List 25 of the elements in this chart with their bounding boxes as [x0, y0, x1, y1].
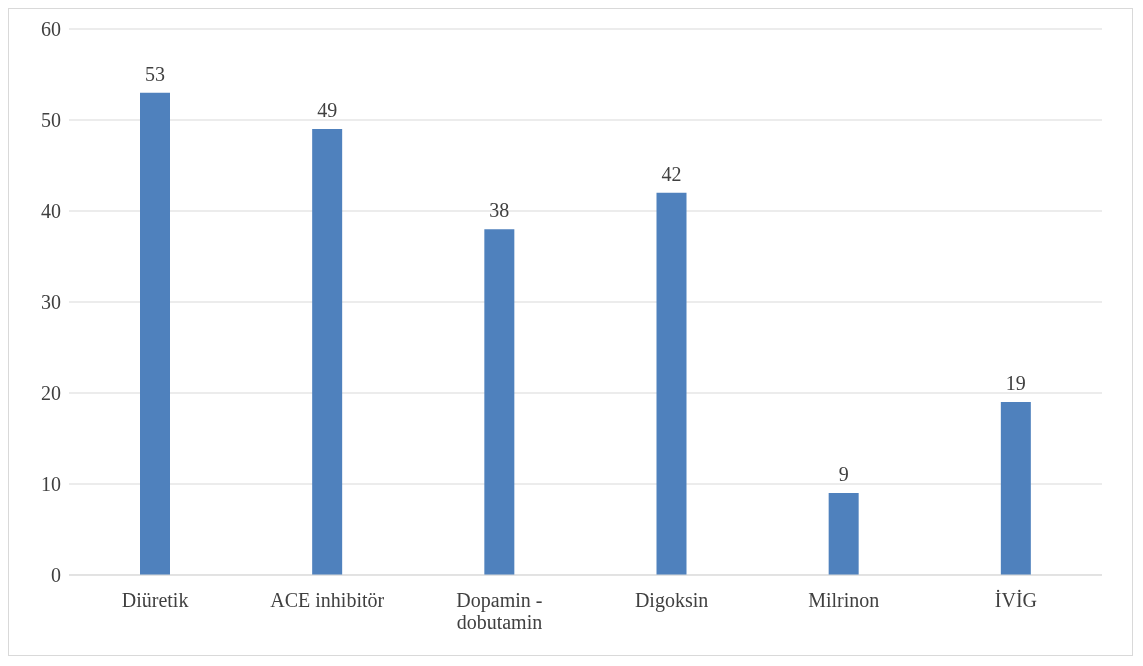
data-label: 9 — [838, 463, 849, 486]
y-tick-label: 10 — [41, 473, 61, 496]
y-tick-label: 40 — [41, 200, 61, 223]
y-tick-label: 20 — [41, 382, 61, 405]
bar — [140, 92, 170, 575]
x-tick-label: Dopamin - dobutamin — [456, 589, 543, 633]
x-tick-label: Milrinon — [808, 589, 880, 611]
data-label: 19 — [1005, 372, 1026, 395]
data-label: 53 — [145, 62, 165, 85]
x-tick-label: İVİG — [994, 589, 1038, 611]
y-tick-label: 50 — [41, 109, 61, 132]
x-tick-label: Diüretik — [121, 589, 189, 611]
bar — [1000, 402, 1031, 575]
bar — [656, 192, 687, 575]
x-tick-label: Digoksin — [634, 589, 709, 612]
y-tick-label: 0 — [51, 564, 61, 587]
bar — [828, 493, 859, 575]
data-label: 38 — [489, 199, 510, 222]
data-label: 42 — [661, 162, 682, 185]
y-tick-label: 60 — [41, 18, 61, 41]
bar — [312, 129, 343, 575]
data-label: 49 — [317, 99, 338, 122]
y-tick-label: 30 — [41, 291, 61, 314]
bar — [484, 229, 515, 575]
x-tick-label: ACE inhibitör — [270, 589, 385, 611]
